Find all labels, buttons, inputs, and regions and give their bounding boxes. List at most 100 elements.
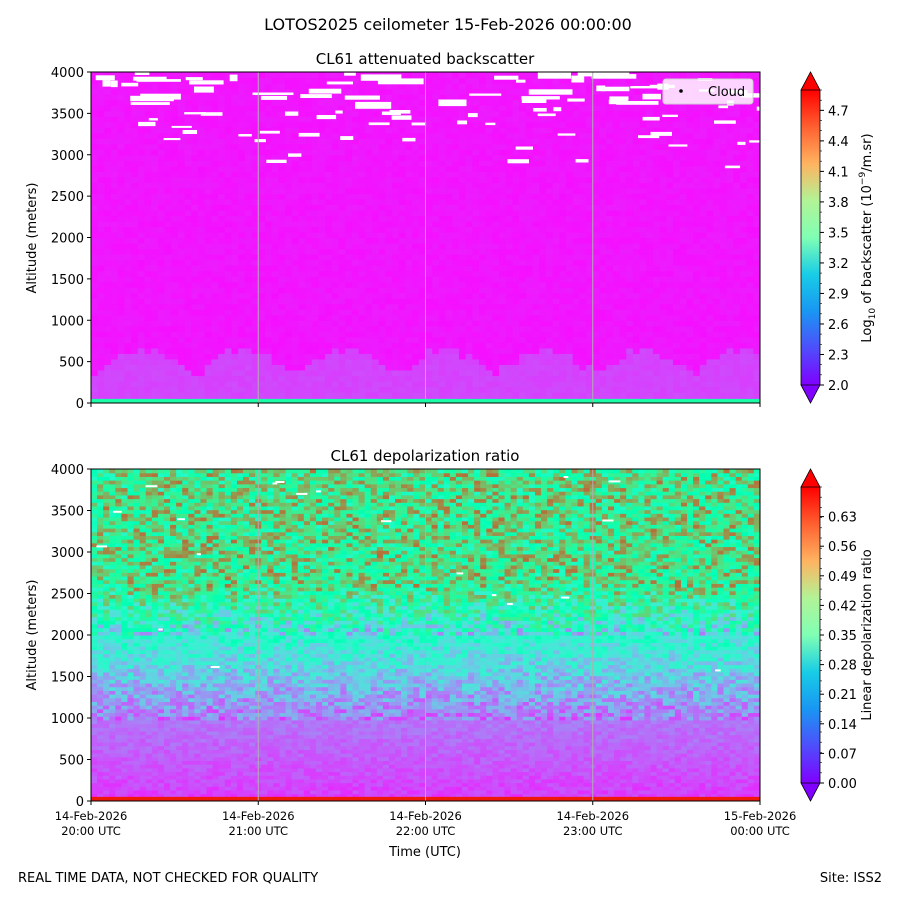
heatmap-cell [485, 369, 493, 377]
heatmap-cell [465, 243, 473, 250]
heatmap-cell [572, 154, 580, 161]
heatmap-cell [626, 176, 634, 183]
heatmap-cell [599, 160, 607, 167]
heatmap-cell [545, 386, 554, 393]
heatmap-cell [632, 325, 641, 332]
heatmap-cell [137, 325, 146, 332]
heatmap-cell [91, 182, 99, 189]
heatmap-cell [358, 215, 366, 222]
heatmap-cell [251, 303, 259, 310]
heatmap-cell [425, 193, 433, 200]
heatmap-cell [298, 198, 306, 205]
heatmap-cell [425, 248, 433, 255]
heatmap-cell [632, 160, 641, 167]
heatmap-cell [572, 276, 580, 283]
heatmap-cell [492, 320, 500, 327]
heatmap-cell [305, 204, 313, 211]
heatmap-cell [479, 375, 487, 382]
heatmap-cell [458, 72, 467, 79]
heatmap-cell [599, 303, 607, 310]
heatmap-cell [492, 215, 500, 222]
heatmap-cell [111, 358, 119, 365]
heatmap-cell [117, 243, 126, 250]
heatmap-cell [331, 231, 340, 239]
heatmap-cell [164, 347, 172, 354]
heatmap-cell [559, 336, 567, 343]
heatmap-cell [412, 204, 420, 211]
heatmap-cell [438, 325, 447, 332]
heatmap-cell [392, 380, 400, 388]
heatmap-cell [151, 380, 159, 388]
heatmap-cell [211, 248, 219, 255]
heatmap-cell [164, 375, 172, 382]
heatmap-cell [432, 237, 440, 244]
heatmap-cell [452, 193, 460, 200]
heatmap-cell [291, 375, 299, 382]
heatmap-cell [586, 105, 594, 112]
heatmap-cell [231, 265, 239, 272]
heatmap-cell [405, 353, 413, 360]
heatmap-cell [231, 138, 239, 145]
heatmap-cell [157, 369, 166, 377]
heatmap-cell [351, 193, 360, 200]
heatmap-cell [124, 342, 132, 349]
heatmap-cell [592, 187, 601, 194]
heatmap-cell [331, 353, 340, 360]
heatmap-cell [525, 149, 534, 156]
heatmap-cell [505, 358, 514, 365]
heatmap-cell [345, 353, 353, 360]
heatmap-cell [338, 204, 346, 211]
heatmap-cell [432, 193, 440, 200]
heatmap-cell [204, 193, 213, 200]
heatmap-cell [586, 204, 594, 211]
heatmap-cell [438, 248, 447, 255]
heatmap-cell [371, 193, 380, 200]
heatmap-cell [612, 248, 621, 255]
heatmap-cell [104, 314, 112, 321]
heatmap-cell [539, 254, 547, 261]
heatmap-cell [512, 369, 520, 377]
heatmap-cell [278, 265, 286, 272]
heatmap-cell [465, 204, 473, 211]
heatmap-cell [204, 248, 213, 255]
heatmap-cell [398, 121, 407, 128]
heatmap-cell [619, 336, 627, 343]
heatmap-cell [177, 99, 186, 106]
heatmap-cell [171, 215, 179, 222]
heatmap-cell [311, 314, 320, 321]
heatmap-cell [418, 292, 427, 299]
heatmap-cell [164, 259, 172, 266]
heatmap-cell [291, 243, 299, 250]
heatmap-cell [291, 116, 299, 123]
heatmap-cell [144, 116, 152, 123]
heatmap-cell [198, 226, 206, 233]
heatmap-cell [144, 391, 152, 399]
heatmap-cell [371, 375, 380, 382]
heatmap-cell [586, 287, 594, 294]
heatmap-cell [392, 314, 400, 321]
heatmap-cell [184, 325, 192, 332]
heatmap-cell [599, 353, 607, 360]
heatmap-cell [298, 391, 306, 399]
heatmap-cell [552, 121, 560, 128]
heatmap-cell [358, 248, 366, 255]
heatmap-cell [198, 270, 206, 277]
heatmap-cell [458, 254, 467, 261]
heatmap-cell [465, 160, 473, 167]
heatmap-cell [271, 369, 279, 377]
heatmap-cell [338, 99, 346, 106]
heatmap-cell [204, 154, 213, 161]
heatmap-cell [164, 298, 172, 305]
heatmap-cell [124, 369, 132, 377]
heatmap-cell [385, 254, 393, 261]
heatmap-cell [572, 204, 580, 211]
heatmap-cell [619, 105, 627, 112]
heatmap-cell [97, 259, 105, 266]
heatmap-cell [492, 380, 500, 388]
heatmap-cell [479, 364, 487, 371]
heatmap-cell [144, 88, 152, 95]
heatmap-cell [418, 281, 427, 288]
heatmap-cell [539, 226, 547, 233]
heatmap-cell [479, 270, 487, 277]
heatmap-cell [452, 353, 460, 360]
